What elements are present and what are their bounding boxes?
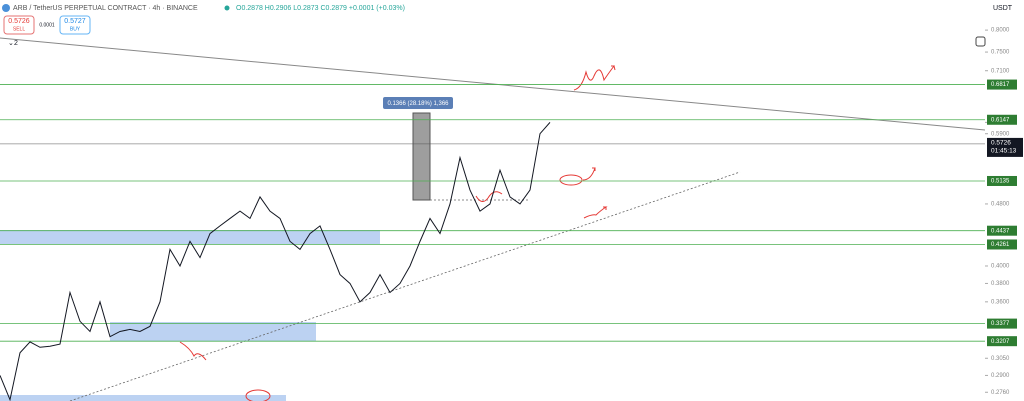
level-label: 0.6817 <box>991 82 1010 88</box>
sell-label[interactable]: SELL <box>13 26 25 32</box>
y-tick-label: 0.4000 <box>991 264 1010 270</box>
level-label: 0.5135 <box>991 179 1010 185</box>
measure-label-bg <box>383 97 453 109</box>
y-tick-label: 0.7100 <box>991 68 1010 74</box>
level-tag <box>987 239 1017 250</box>
measure-box <box>412 112 431 201</box>
level-label: 0.4261 <box>991 242 1010 248</box>
zone <box>0 230 380 244</box>
level-tag <box>987 318 1017 329</box>
level-tag <box>987 225 1017 236</box>
indicator-count[interactable]: 2 <box>14 40 18 47</box>
trendline <box>0 37 986 131</box>
y-tick-label: 0.3050 <box>991 356 1010 362</box>
buy-label[interactable]: BUY <box>70 26 81 32</box>
header: ARB / TetherUS PERPETUAL CONTRACT · 4h ·… <box>2 4 1013 47</box>
price-line <box>0 122 551 401</box>
price-tag <box>987 137 1023 157</box>
buy-button[interactable] <box>59 15 91 35</box>
buy-price[interactable]: 0.5727 <box>64 18 86 25</box>
y-tick-label: 0.2760 <box>991 390 1010 396</box>
spread: 0.0001 <box>39 22 55 28</box>
level-label: 0.6147 <box>991 117 1010 123</box>
currency[interactable]: USDT <box>993 5 1013 12</box>
level-tag <box>987 79 1017 90</box>
sell-button[interactable] <box>3 15 35 35</box>
countdown: 01:45:13 <box>991 148 1017 155</box>
y-tick-label: 0.5900 <box>991 131 1010 137</box>
status-dot <box>224 5 230 11</box>
y-tick-label: 0.4800 <box>991 202 1010 208</box>
level-label: 0.3207 <box>991 339 1010 345</box>
sell-price[interactable]: 0.5726 <box>8 18 30 25</box>
level-tag <box>987 114 1017 125</box>
y-tick-label: 0.8000 <box>991 28 1010 34</box>
level-label: 0.4437 <box>991 228 1010 234</box>
level-tag <box>987 336 1017 347</box>
level-tag <box>987 175 1017 186</box>
y-tick-label: 0.3600 <box>991 299 1010 305</box>
zone <box>110 322 316 341</box>
current-price: 0.5726 <box>991 140 1011 147</box>
annotations <box>179 65 616 401</box>
y-tick-label: 0.7500 <box>991 50 1010 56</box>
price-axis <box>985 0 1024 401</box>
y-tick-label: 0.2900 <box>991 373 1010 379</box>
level-label: 0.3377 <box>991 321 1010 327</box>
symbol-icon <box>2 4 10 12</box>
symbol: ARB / TetherUS PERPETUAL CONTRACT · 4h ·… <box>13 5 198 12</box>
camera-button[interactable] <box>975 36 986 47</box>
y-tick-label: 0.3800 <box>991 281 1010 287</box>
collapse[interactable]: ⌄ <box>8 40 14 47</box>
zone <box>0 395 286 401</box>
measure-label: 0.1366 (28.18%) 1,366 <box>387 101 449 107</box>
ohlc: O0.2878 H0.2906 L0.2873 C0.2879 +0.0001 … <box>236 5 405 12</box>
